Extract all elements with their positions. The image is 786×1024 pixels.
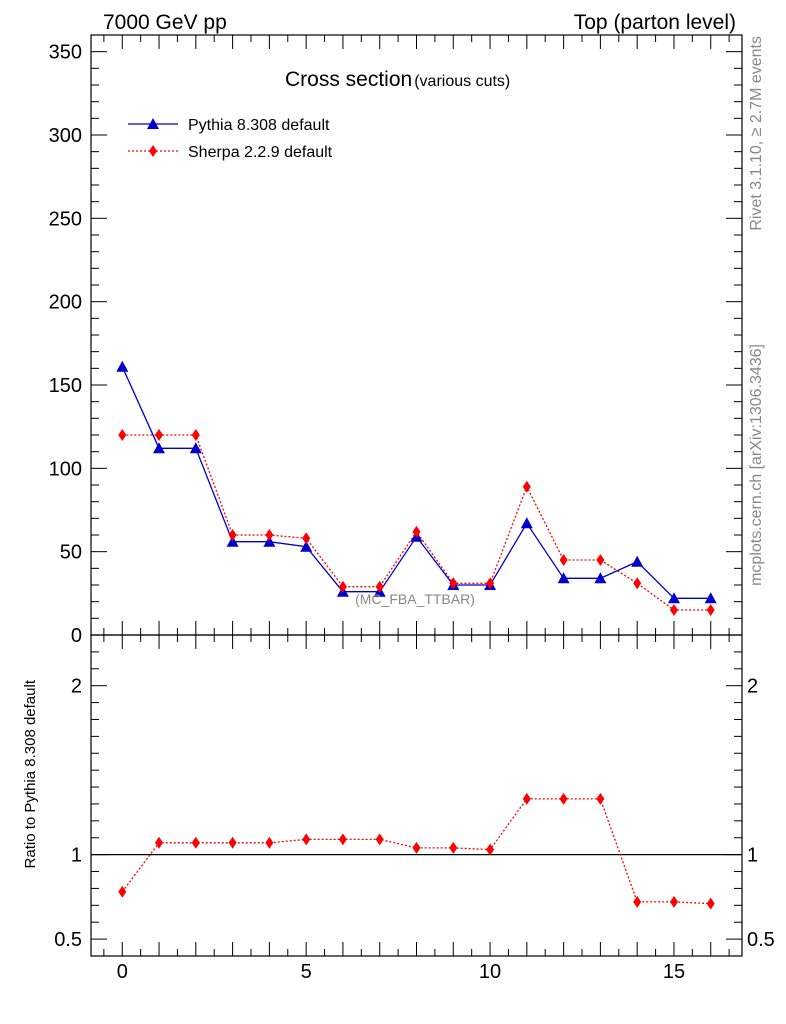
sherpa-series-point [118,429,127,441]
pythia-series-point [668,592,680,604]
ratio-y-tick-label: 0.5 [54,929,82,951]
ratio-sherpa-series-point [522,792,531,805]
pythia-series-point [226,535,239,547]
ratio-sherpa-series-point [670,895,678,908]
ratio-sherpa-series-point [155,836,163,849]
ratio-series [118,792,715,910]
ratio-y-axis-label: Ratio to Pythia 8.308 default [22,679,39,868]
header-left: 7000 GeV pp [103,11,227,34]
ratio-ticks: 0.5 0.5 1 1 2 2 0 5 10 15 [54,634,775,983]
sherpa-series-point [706,604,715,616]
chart-subtitle: (various cuts) [414,73,510,90]
pythia-series-point [189,442,202,454]
sherpa-series-point [522,480,531,493]
y-tick-label: 200 [49,292,82,314]
side-text-mcplots: mcplots.cern.ch [arXiv:1306.3436] [748,344,765,586]
pythia-series-point [704,592,717,604]
sherpa-series-point [265,529,274,541]
pythia-series-point [116,360,129,372]
ratio-sherpa-series-point [706,897,715,910]
y-tick-label: 250 [49,208,82,230]
ratio-sherpa-series-point [633,895,642,908]
ratio-sherpa-series-point [412,841,421,854]
sherpa-series-point [449,577,458,590]
sherpa-series-line [122,434,711,611]
ratio-y-tick-label-right: 2 [747,676,758,698]
sherpa-series-point [486,577,495,590]
ratio-panel-frame [90,634,743,957]
ratio-sherpa-series-point [302,833,311,846]
chart-title: Cross section (various cuts) [285,68,510,91]
y-tick-label: 100 [49,458,82,480]
ratio-sherpa-series-point [191,836,200,849]
sherpa-series-point [559,554,568,566]
sherpa-series-point [302,532,311,545]
y-tick-label: 50 [60,542,82,564]
sherpa-series-point [228,529,237,541]
sherpa-series-point [375,580,384,593]
x-tick-label: 15 [663,961,685,983]
legend-marker-pythia [147,118,159,129]
y-tick-label: 150 [49,375,82,397]
ratio-sherpa-series-point [265,836,274,849]
ratio-sherpa-series-point [486,843,495,856]
x-tick-label: 0 [117,961,128,983]
header-right: Top (parton level) [574,11,736,34]
y-tick-label: 0 [71,625,82,647]
pythia-series-point [300,540,313,552]
pythia-series-point [153,442,165,454]
y-tick-label: 350 [49,42,82,64]
legend-label-pythia: Pythia 8.308 default [188,117,330,134]
chart-title-main: Cross section [285,68,412,91]
x-tick-label: 10 [479,961,501,983]
ratio-sherpa-series-point [228,836,237,849]
main-ticks: 0 50 100 150 200 250 300 350 [49,34,742,647]
side-text-rivet: Rivet 3.1.10, ≥ 2.7M events [748,36,765,231]
ratio-sherpa-series-point [596,792,605,805]
sherpa-series-point [412,525,421,538]
legend-label-sherpa: Sherpa 2.2.9 default [188,144,333,161]
pythia-series-point [594,572,607,584]
ratio-sherpa-series-point [559,792,568,805]
pythia-series-line [121,366,711,599]
ratio-y-tick-label-right: 1 [747,845,758,867]
pythia-series-point [631,555,644,567]
ratio-y-tick-label: 1 [71,845,82,867]
sherpa-series-point [191,429,200,441]
ratio-sherpa-series-point [449,841,458,854]
sherpa-series-point [338,580,347,593]
ratio-sherpa-series-point [118,885,127,898]
watermark-label: (MC_FBA_TTBAR) [355,591,475,607]
ratio-y-tick-label-right: 0.5 [747,929,775,951]
pythia-series-point [520,517,533,529]
pythia-series-point [557,572,570,584]
sherpa-series-point [155,429,163,441]
legend-marker-sherpa [149,145,157,157]
main-series [116,360,717,616]
ratio-sherpa-series-point [375,833,384,846]
sherpa-series-point [670,604,678,616]
legend: Pythia 8.308 default Sherpa 2.2.9 defaul… [128,117,333,161]
sherpa-series-point [633,577,642,590]
y-tick-label: 300 [49,125,82,147]
pythia-series-point [263,535,276,547]
ratio-sherpa-series-point [338,833,347,846]
sherpa-series-point [596,554,605,566]
x-tick-label: 5 [301,961,312,983]
ratio-y-tick-label: 2 [71,676,82,698]
